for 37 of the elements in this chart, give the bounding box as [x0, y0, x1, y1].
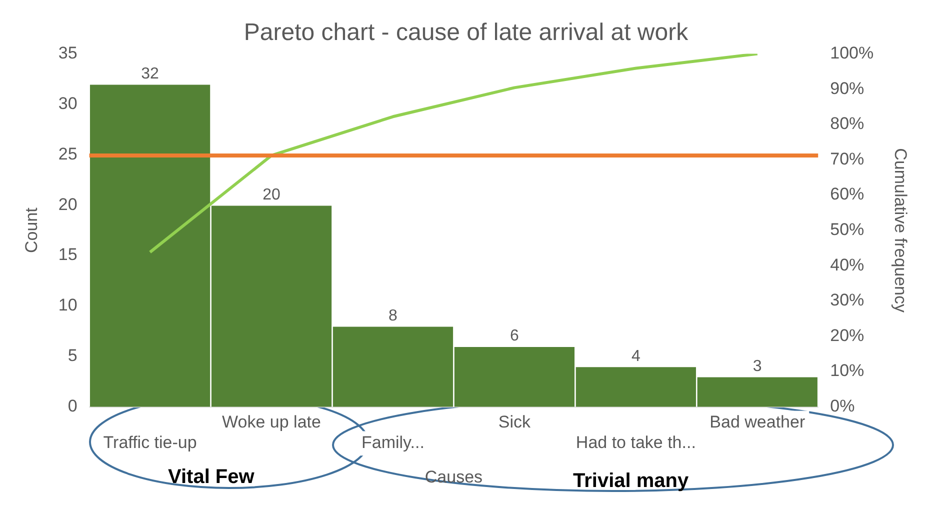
x-tick-label: Woke up late	[222, 412, 321, 432]
data-label: 8	[388, 308, 398, 325]
data-label: 3	[752, 358, 762, 375]
y2-tick-label: 90%	[830, 78, 864, 98]
y-tick-label: 25	[58, 144, 78, 164]
x-tick-label: Sick	[498, 412, 531, 432]
y2-axis-title: Cumulative frequency	[891, 148, 910, 314]
y2-tick-label: 10%	[830, 361, 864, 380]
x-axis-title: Causes	[424, 467, 483, 486]
y2-tick-label: 50%	[830, 220, 864, 239]
chart-title: Pareto chart - cause of late arrival at work	[244, 19, 690, 46]
y-tick-label: 15	[58, 245, 78, 264]
x-tick-label: Had to take th...	[576, 433, 696, 452]
y2-tick-label: 100%	[830, 43, 874, 62]
y-tick-label: 35	[58, 43, 78, 62]
y2-tick-label: 60%	[830, 184, 864, 204]
data-label: 32	[141, 65, 160, 82]
y2-tick-label: 40%	[830, 255, 864, 274]
y-tick-label: 20	[58, 194, 78, 214]
text: Trivial many	[573, 470, 689, 493]
x-tick-label: Traffic tie-up	[103, 433, 197, 452]
y2-tick-label: 0%	[830, 396, 855, 416]
data-label: 6	[510, 328, 519, 345]
y-tick-label: 5	[68, 346, 78, 366]
y-axis-title: Count	[22, 207, 41, 253]
y2-tick-label: 30%	[830, 290, 864, 310]
y2-tick-label: 80%	[830, 114, 864, 134]
y-tick-label: 10	[58, 296, 78, 315]
data-label: 4	[631, 348, 640, 365]
data-label: 20	[262, 186, 281, 204]
y-tick-label: 30	[58, 94, 78, 113]
x-tick-label: Family...	[361, 433, 424, 452]
text: Vital Few	[168, 466, 254, 489]
x-tick-label: Bad weather	[710, 412, 806, 432]
y2-tick-label: 70%	[830, 149, 864, 168]
y-tick-label: 0	[68, 396, 78, 416]
y2-tick-label: 20%	[830, 326, 864, 345]
